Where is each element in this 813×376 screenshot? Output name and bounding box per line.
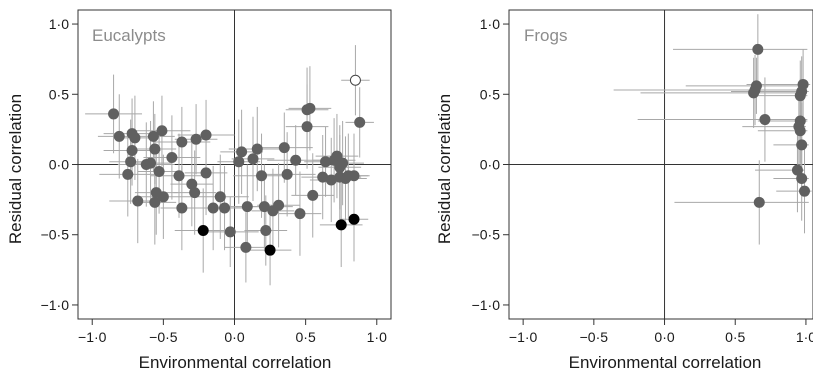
data-point xyxy=(750,80,762,92)
panel-title: Frogs xyxy=(524,26,567,45)
data-point xyxy=(354,116,366,128)
data-point xyxy=(349,74,361,86)
data-point xyxy=(224,226,236,238)
data-point xyxy=(214,191,226,203)
y-tick-label: 0·5 xyxy=(49,86,69,102)
data-point xyxy=(251,143,263,155)
data-point xyxy=(307,189,319,201)
data-point xyxy=(256,170,268,182)
data-point xyxy=(200,129,212,141)
data-point xyxy=(247,153,259,165)
data-point xyxy=(129,132,141,144)
data-point xyxy=(301,121,313,133)
data-point xyxy=(176,136,188,148)
data-point xyxy=(241,201,253,213)
y-axis-title: Residual correlation xyxy=(6,94,25,244)
data-point xyxy=(337,157,349,169)
data-point xyxy=(219,202,231,214)
data-point xyxy=(348,213,360,225)
x-tick-label: 1·0 xyxy=(796,329,813,345)
data-point xyxy=(753,196,765,208)
data-point xyxy=(157,191,169,203)
data-point xyxy=(126,144,138,156)
panel-title: Eucalypts xyxy=(92,26,166,45)
data-point xyxy=(113,130,125,142)
data-point xyxy=(147,130,159,142)
data-point xyxy=(233,156,245,168)
data-point xyxy=(189,187,201,199)
data-point xyxy=(125,156,137,168)
data-point xyxy=(794,125,806,137)
data-point xyxy=(759,114,771,126)
data-point xyxy=(304,102,316,114)
x-tick-label: 0·0 xyxy=(224,329,244,345)
data-point xyxy=(173,170,185,182)
data-point xyxy=(236,146,248,158)
data-point xyxy=(796,139,808,151)
data-point xyxy=(752,43,764,55)
data-point xyxy=(348,170,360,182)
data-point xyxy=(166,151,178,163)
x-axis-title: Environmental correlation xyxy=(569,353,762,372)
x-tick-label: 0·5 xyxy=(725,329,745,345)
y-tick-label: 0·0 xyxy=(480,157,500,173)
data-point xyxy=(145,157,157,169)
x-tick-label: 1·0 xyxy=(367,329,387,345)
x-axis-title: Environmental correlation xyxy=(139,353,332,372)
data-point xyxy=(122,168,134,180)
eucalypts-panel: Eucalypts Environmental correlation Resi… xyxy=(6,9,392,372)
x-tick-label: 0·0 xyxy=(654,329,674,345)
data-layer xyxy=(613,14,812,245)
data-point xyxy=(335,219,347,231)
data-point xyxy=(190,133,202,145)
data-point xyxy=(197,225,209,237)
data-point xyxy=(207,202,219,214)
data-point xyxy=(132,195,144,207)
data-point xyxy=(260,225,272,237)
y-tick-label: −1·0 xyxy=(472,297,501,313)
data-layer xyxy=(85,45,374,286)
y-tick-label: 1·0 xyxy=(49,16,69,32)
y-tick-label: −1·0 xyxy=(41,297,70,313)
data-point xyxy=(794,90,806,102)
data-point xyxy=(264,244,276,256)
data-point xyxy=(290,154,302,166)
data-point xyxy=(799,185,811,197)
data-point xyxy=(278,142,290,154)
x-tick-label: 0·5 xyxy=(296,329,316,345)
x-tick-label: −0·5 xyxy=(580,329,609,345)
data-point xyxy=(156,125,168,137)
data-point xyxy=(149,196,161,208)
data-point xyxy=(200,167,212,179)
x-tick-label: −1·0 xyxy=(509,329,538,345)
data-point xyxy=(108,108,120,120)
y-tick-label: 0·0 xyxy=(49,157,69,173)
data-point xyxy=(331,150,343,162)
x-tick-label: −0·5 xyxy=(149,329,178,345)
data-point xyxy=(796,173,808,185)
data-point xyxy=(176,202,188,214)
data-point xyxy=(281,168,293,180)
data-point xyxy=(149,143,161,155)
data-point xyxy=(240,241,252,253)
y-tick-label: −0·5 xyxy=(41,227,70,243)
y-tick-label: 0·5 xyxy=(480,86,500,102)
data-point xyxy=(258,201,270,213)
data-point xyxy=(294,208,306,220)
x-tick-label: −1·0 xyxy=(78,329,107,345)
y-tick-label: 1·0 xyxy=(480,16,500,32)
y-axis-title: Residual correlation xyxy=(435,94,454,244)
y-tick-label: −0·5 xyxy=(472,227,501,243)
data-point xyxy=(273,199,285,211)
data-point xyxy=(153,166,165,178)
frogs-panel: Frogs Environmental correlation Residual… xyxy=(435,9,813,372)
